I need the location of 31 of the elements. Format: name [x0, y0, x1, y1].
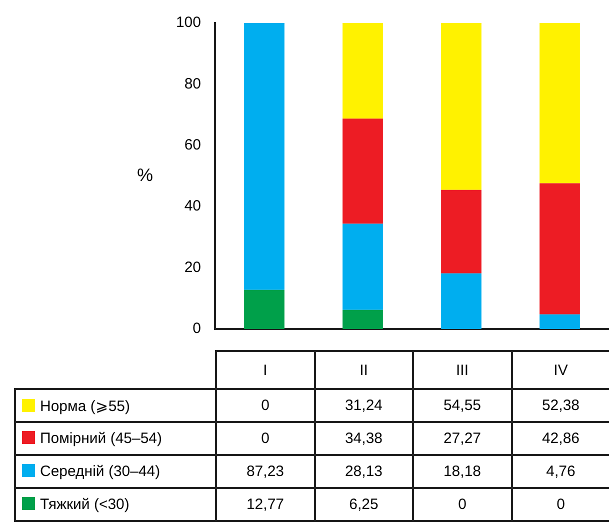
- y-axis-title: %: [136, 164, 154, 185]
- data-label: 12,77: [216, 488, 314, 521]
- legend-label: Норма (⩾55): [40, 398, 130, 414]
- y-tick-label: 80: [184, 75, 201, 92]
- y-tick-label: 20: [184, 258, 201, 276]
- legend-label: Помірний (45–54): [40, 430, 162, 447]
- data-label: 52,38: [512, 389, 609, 422]
- data-label: 0: [216, 389, 314, 422]
- data-label: 31,24: [314, 389, 413, 422]
- x-tick-label: II: [314, 351, 413, 389]
- data-label: 27,27: [413, 422, 512, 455]
- x-tick-label: IV: [512, 351, 609, 389]
- data-label: 4,76: [512, 455, 609, 488]
- y-tick-label: 100: [176, 14, 201, 32]
- data-label: 42,86: [512, 422, 609, 455]
- legend-label: Середній (30–44): [40, 463, 160, 480]
- data-label: 0: [413, 488, 512, 521]
- data-label: 6,25: [314, 488, 413, 521]
- y-tick-label: 0: [192, 320, 201, 338]
- y-tick-label: 40: [184, 198, 201, 215]
- data-label: 28,13: [314, 455, 413, 488]
- data-label: 54,55: [413, 389, 512, 422]
- y-tick-label: 60: [184, 136, 201, 154]
- data-label: 87,23: [216, 455, 314, 488]
- data-label: 0: [512, 488, 609, 521]
- legend-label: Тяжкий (<30): [40, 496, 130, 513]
- x-tick-label: I: [216, 351, 314, 389]
- data-label: 0: [216, 422, 314, 455]
- x-tick-label: III: [413, 351, 512, 389]
- data-label: 18,18: [413, 455, 512, 488]
- data-label: 34,38: [314, 422, 413, 455]
